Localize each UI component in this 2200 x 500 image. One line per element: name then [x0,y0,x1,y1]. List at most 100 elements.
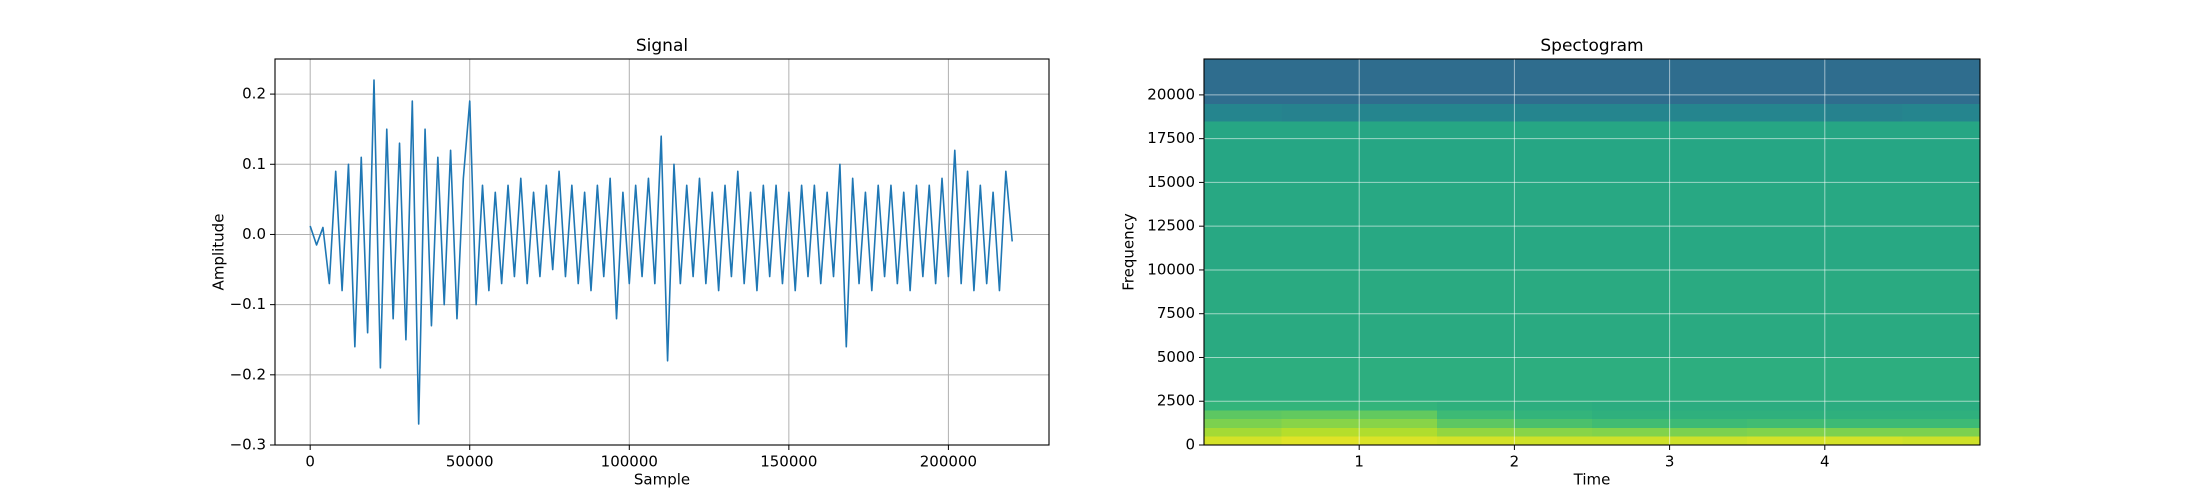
spectrogram-cell [1281,427,1360,437]
spectrogram-cell [1902,103,1980,122]
spectrogram-cell [1747,436,1826,445]
spectrogram-cell [1281,59,1360,105]
spectrogram-cell [1204,409,1283,420]
spectrogram-cell [1592,103,1671,122]
spectrogram-cell [1359,436,1438,445]
spectrogram-cell [1824,436,1903,445]
y-tick-label: 0.2 [242,85,266,103]
spectrogram-cell [1669,103,1748,122]
spectrogram-cell [1747,59,1826,105]
spectrogram-cell [1824,357,1903,402]
y-tick-label: 17500 [1147,129,1195,147]
spectrogram-cell [1204,103,1283,122]
spectrogram-cell [1281,401,1360,411]
spectrogram-cell [1514,427,1593,437]
x-axis-label: Time [1573,471,1611,489]
spectrogram-cell [1669,418,1748,428]
spectrogram-cell [1592,59,1671,105]
x-axis-label: Sample [634,471,690,489]
x-tick-label: 200000 [920,453,977,471]
x-tick-label: 50000 [446,453,494,471]
spectrogram-cell [1514,103,1593,122]
spectrogram-cell [1281,418,1360,428]
spectrogram-cell [1359,59,1438,105]
y-tick-label: −0.1 [230,295,266,313]
x-tick-label: 4 [1820,453,1830,471]
spectrogram-cell [1359,103,1438,122]
spectrogram-cell [1669,436,1748,445]
spectrogram-cell [1514,409,1593,420]
spectrogram-cell [1204,357,1283,402]
y-tick-label: 20000 [1147,85,1195,103]
spectrogram-cell [1747,409,1826,420]
spectrogram-cell [1436,121,1515,183]
spectrogram-cell [1514,357,1593,402]
y-tick-label: −0.2 [230,365,266,383]
spectrogram-cell [1592,436,1671,445]
spectrogram-cell [1436,59,1515,105]
spectrogram-cell [1514,121,1593,183]
spectrogram-cell [1281,103,1360,122]
spectrogram-cell [1669,59,1748,105]
axes-frame [1203,58,1981,446]
spectrogram-cell [1902,357,1980,402]
y-axis-label: Frequency [1120,213,1138,291]
spectrogram-cell [1436,418,1515,428]
spectrogram-cell [1359,121,1438,183]
x-tick-label: 100000 [601,453,658,471]
spectrogram-cell [1592,427,1671,437]
spectrogram-cell [1281,121,1360,183]
plot-area [275,59,1049,445]
x-tick-label: 150000 [760,453,817,471]
spectrogram-cell [1514,418,1593,428]
spectrogram-cell [1824,59,1903,105]
spectrogram-cell [1436,357,1515,402]
x-tick-label: 3 [1665,453,1675,471]
spectrogram-cell [1204,418,1283,428]
spectrogram-cell [1592,418,1671,428]
y-tick-label: 0.1 [242,155,266,173]
spectrogram-cell [1669,409,1748,420]
spectrogram-cell [1824,103,1903,122]
y-tick-label: 0.0 [242,225,266,243]
signal-line [309,79,1014,425]
spectrogram-cell [1204,59,1283,105]
spectrogram-cell [1902,427,1980,437]
spectrogram-cell [1436,409,1515,420]
x-tick-label: 2 [1510,453,1520,471]
chart-panel: 1 2 3 4 0 2500 5000 7500 10000 12500 15000 17500 200… [1120,36,1981,489]
spectrogram-cell [1359,418,1438,428]
spectrogram-cell [1902,401,1980,411]
spectrogram-cell [1359,427,1438,437]
x-tick-label: 1 [1354,453,1364,471]
y-tick-label: 0 [1185,436,1195,454]
spectrogram-cell [1436,427,1515,437]
spectrogram-cell [1436,436,1515,445]
spectrogram-cell [1514,436,1593,445]
spectrogram-cell [1669,121,1748,183]
spectrogram-cell [1436,401,1515,411]
spectrogram-cell [1592,409,1671,420]
spectrogram-cell [1281,357,1360,402]
spectrogram-cell [1747,401,1826,411]
y-tick-label: −0.3 [230,436,266,454]
spectrogram-cell [1436,103,1515,122]
spectrogram-cell [1669,401,1748,411]
spectrogram-cell [1902,59,1980,105]
spectrogram-cell [1747,357,1826,402]
spectrogram-cell [1281,436,1360,445]
spectrogram-cell [1359,401,1438,411]
spectrogram-cell [1824,409,1903,420]
spectrogram-cell [1669,427,1748,437]
y-tick-label: 5000 [1157,348,1195,366]
spectrogram-cell [1592,401,1671,411]
spectrogram-cell [1902,121,1980,183]
spectrogram-cell [1204,427,1283,437]
spectrogram-cell [1359,409,1438,420]
spectrogram-cell [1824,418,1903,428]
chart-title: Signal [636,36,688,56]
spectrogram-cell [1747,103,1826,122]
y-tick-label: 15000 [1147,173,1195,191]
y-tick-label: 2500 [1157,392,1195,410]
